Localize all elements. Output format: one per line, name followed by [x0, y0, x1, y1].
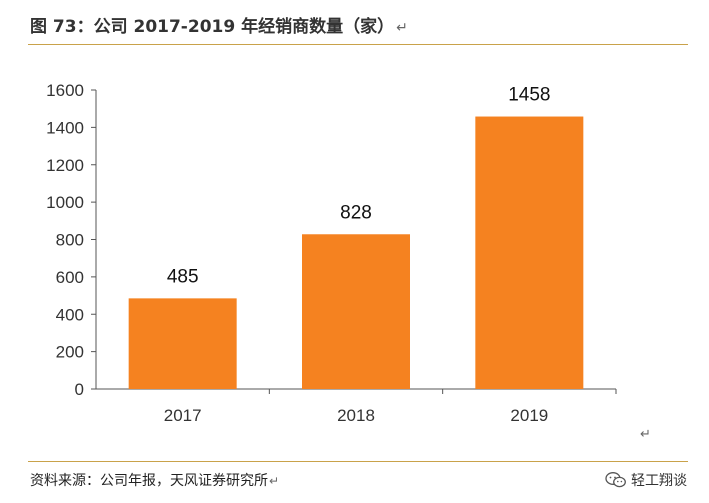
y-tick-label: 1200 [46, 156, 84, 175]
y-tick-label: 600 [56, 268, 84, 287]
bottom-rule [28, 461, 688, 462]
watermark-text: 轻工翔谈 [631, 473, 687, 489]
top-rule [28, 44, 688, 45]
bar [302, 234, 410, 389]
y-tick-label: 800 [56, 231, 84, 250]
return-mark-icon: ↵ [269, 474, 280, 488]
bar-chart: 0 200 400 600 800 1000 1200 1400 1600 485 2017 828 2… [46, 81, 617, 425]
return-mark-icon: ↵ [396, 20, 408, 36]
wechat-icon [605, 472, 626, 488]
y-tick-label: 1400 [46, 118, 84, 137]
figure-title: 图 73：公司 2017-2019 年经销商数量（家） ↵ [30, 12, 408, 37]
data-label: 1458 [508, 85, 550, 106]
y-tick-label: 400 [56, 305, 84, 324]
figure-title-text: 图 73：公司 2017-2019 年经销商数量（家） [30, 17, 395, 37]
x-tick-label: 2018 [337, 406, 375, 425]
source-text: 资料来源：公司年报，天风证券研究所 [30, 473, 268, 489]
y-tick-label: 1000 [46, 193, 84, 212]
bar [475, 116, 584, 389]
watermark: 轻工翔谈 [605, 470, 687, 490]
y-tick-label: 200 [56, 343, 84, 362]
x-tick-label: 2019 [510, 406, 548, 425]
bar [128, 298, 237, 389]
data-label: 828 [340, 202, 372, 223]
data-label: 485 [167, 266, 199, 287]
x-tick-label: 2017 [164, 406, 202, 425]
y-tick-label: 1600 [46, 81, 84, 100]
y-tick-label: 0 [75, 380, 84, 399]
source-note: 资料来源：公司年报，天风证券研究所↵ [30, 470, 279, 490]
return-mark-icon: ↵ [640, 427, 651, 442]
